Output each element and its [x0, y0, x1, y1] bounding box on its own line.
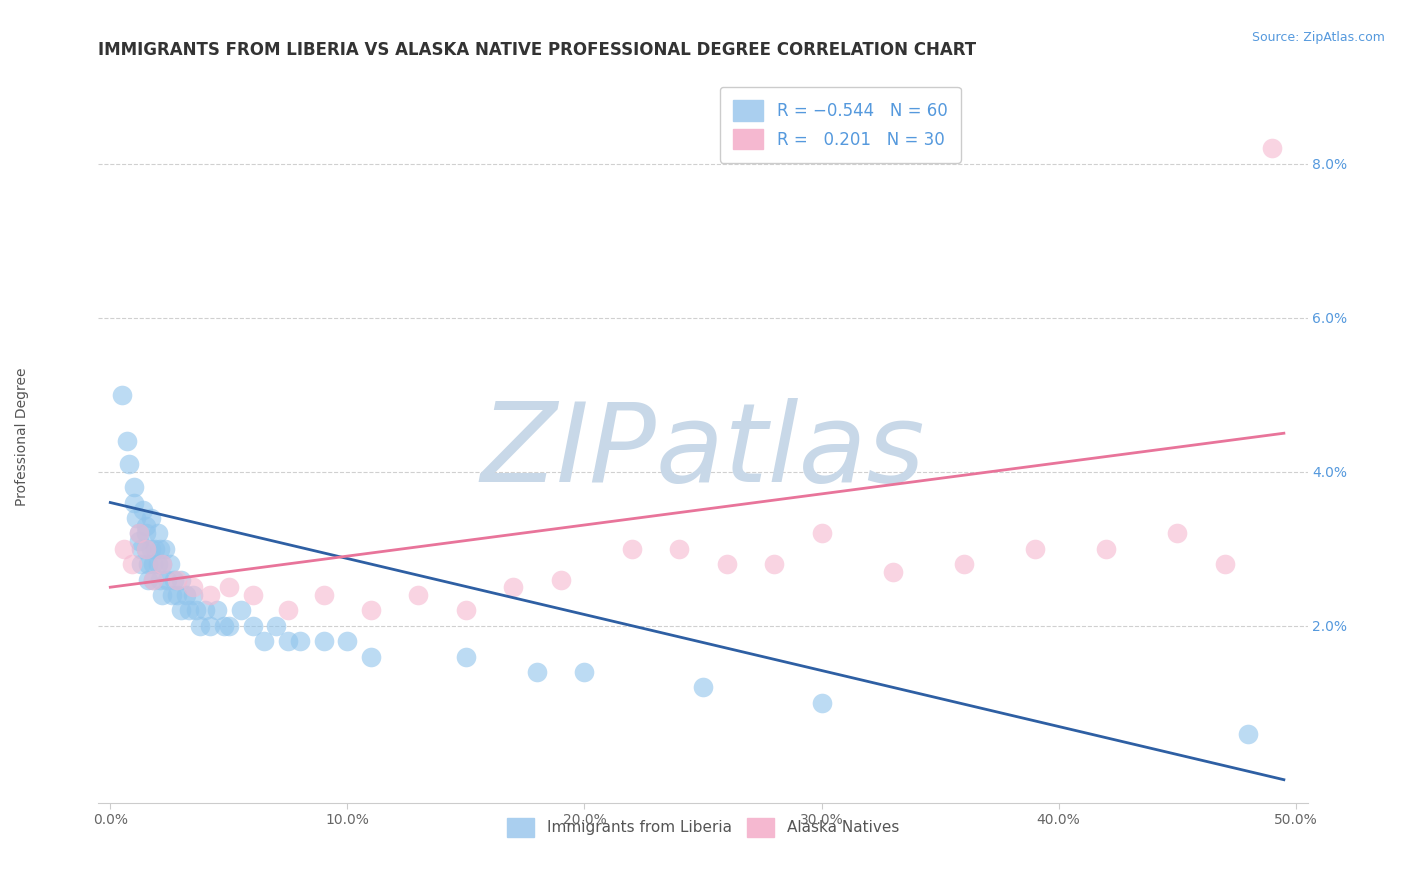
Point: [218, 618, 240, 632]
Point: [194, 603, 217, 617]
Point: [135, 541, 157, 556]
Point: [125, 511, 148, 525]
Point: [163, 573, 186, 587]
Point: [360, 603, 382, 617]
Point: [142, 573, 165, 587]
Point: [716, 557, 738, 571]
Point: [288, 634, 311, 648]
Point: [952, 557, 974, 571]
Point: [574, 665, 596, 679]
Point: [454, 649, 477, 664]
Point: [135, 541, 157, 556]
Point: [212, 618, 235, 632]
Point: [152, 557, 174, 571]
Point: [128, 534, 150, 549]
Point: [115, 434, 138, 448]
Point: [692, 681, 714, 695]
Legend: Immigrants from Liberia, Alaska Natives: Immigrants from Liberia, Alaska Natives: [501, 812, 905, 843]
Point: [181, 588, 204, 602]
Point: [1261, 141, 1284, 155]
Point: [146, 557, 169, 571]
Point: [277, 634, 299, 648]
Point: [128, 526, 150, 541]
Point: [198, 588, 221, 602]
Point: [121, 557, 143, 571]
Point: [668, 541, 690, 556]
Point: [229, 603, 252, 617]
Point: [142, 573, 165, 587]
Point: [149, 541, 172, 556]
Point: [136, 557, 159, 571]
Point: [111, 388, 134, 402]
Point: [184, 603, 207, 617]
Point: [174, 588, 197, 602]
Point: [139, 541, 162, 556]
Point: [153, 541, 176, 556]
Point: [620, 541, 643, 556]
Point: [132, 503, 155, 517]
Point: [1213, 557, 1236, 571]
Point: [242, 618, 264, 632]
Point: [277, 603, 299, 617]
Point: [763, 557, 786, 571]
Point: [166, 588, 188, 602]
Point: [1166, 526, 1188, 541]
Point: [198, 618, 221, 632]
Text: ZIPatlas: ZIPatlas: [481, 398, 925, 505]
Point: [114, 541, 136, 556]
Point: [810, 696, 832, 710]
Point: [312, 634, 335, 648]
Text: IMMIGRANTS FROM LIBERIA VS ALASKA NATIVE PROFESSIONAL DEGREE CORRELATION CHART: IMMIGRANTS FROM LIBERIA VS ALASKA NATIVE…: [98, 41, 977, 59]
Point: [118, 457, 141, 471]
Point: [264, 618, 287, 632]
Point: [170, 573, 193, 587]
Point: [139, 511, 162, 525]
Point: [181, 580, 204, 594]
Point: [336, 634, 359, 648]
Point: [1237, 726, 1260, 740]
Point: [160, 588, 183, 602]
Point: [152, 557, 174, 571]
Point: [218, 580, 240, 594]
Point: [810, 526, 832, 541]
Text: Source: ZipAtlas.com: Source: ZipAtlas.com: [1251, 31, 1385, 45]
Point: [142, 557, 165, 571]
Point: [149, 573, 172, 587]
Point: [135, 518, 157, 533]
Y-axis label: Professional Degree: Professional Degree: [15, 368, 30, 507]
Point: [122, 480, 145, 494]
Point: [882, 565, 904, 579]
Point: [136, 573, 159, 587]
Point: [1095, 541, 1118, 556]
Point: [166, 573, 188, 587]
Point: [360, 649, 382, 664]
Point: [502, 580, 524, 594]
Point: [312, 588, 335, 602]
Point: [146, 526, 169, 541]
Point: [129, 557, 152, 571]
Point: [143, 541, 166, 556]
Point: [408, 588, 430, 602]
Point: [550, 573, 572, 587]
Point: [190, 618, 212, 632]
Point: [152, 588, 174, 602]
Point: [526, 665, 548, 679]
Point: [128, 526, 150, 541]
Point: [135, 526, 157, 541]
Point: [177, 603, 200, 617]
Point: [122, 495, 145, 509]
Point: [1024, 541, 1046, 556]
Point: [129, 541, 152, 556]
Point: [170, 603, 193, 617]
Point: [242, 588, 264, 602]
Point: [205, 603, 228, 617]
Point: [253, 634, 276, 648]
Point: [156, 573, 179, 587]
Point: [454, 603, 477, 617]
Point: [159, 557, 181, 571]
